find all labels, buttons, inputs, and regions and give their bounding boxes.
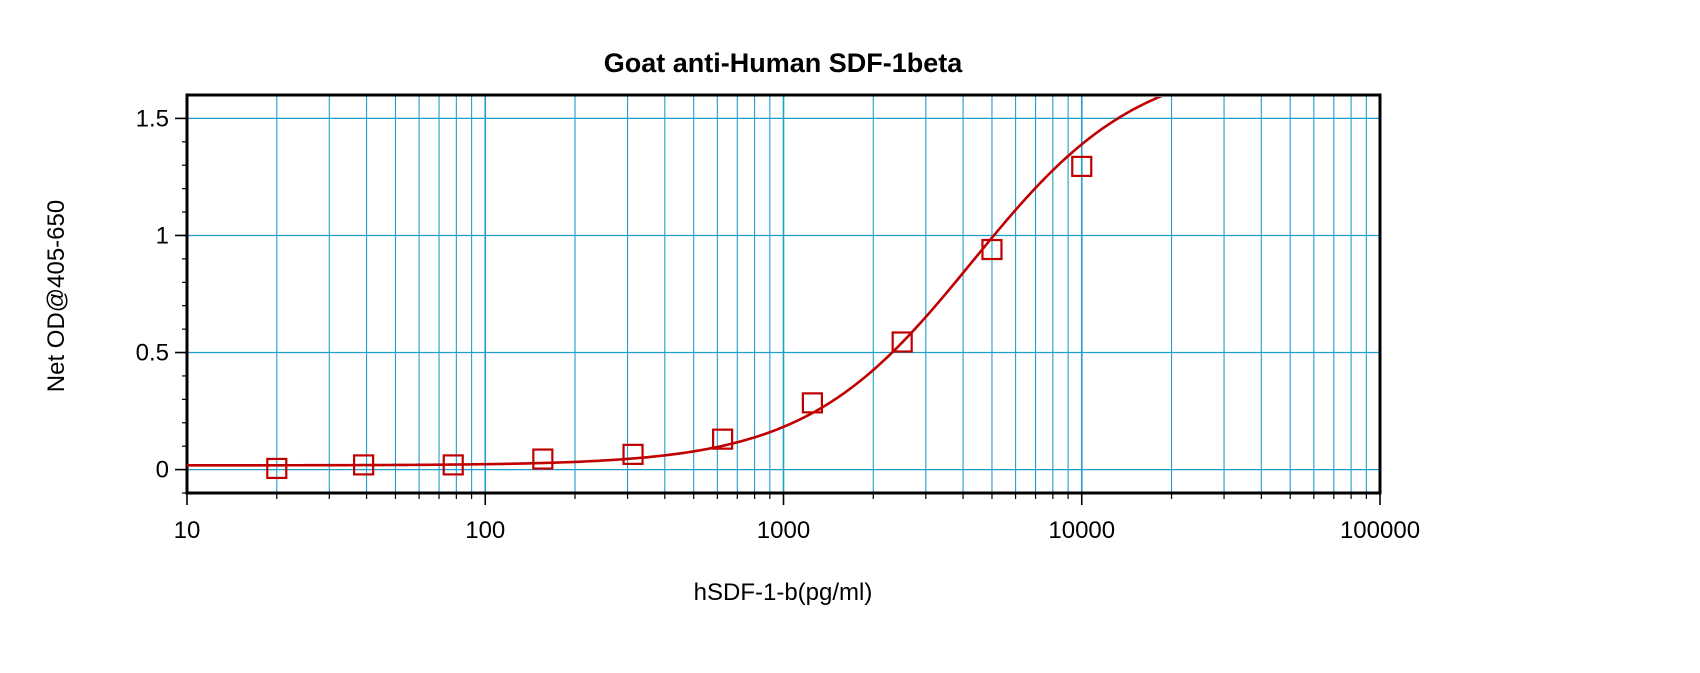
y-tick-label: 1 (156, 222, 169, 249)
y-axis-label: Net OD@405-650 (43, 200, 70, 392)
data-point (981, 238, 1003, 261)
x-tick-label: 1000 (757, 517, 810, 544)
data-point (712, 428, 734, 450)
data-point (532, 448, 554, 470)
x-tick-label: 10 (174, 517, 201, 544)
y-tick-label: 0.5 (136, 340, 169, 367)
fit-curve (187, 97, 1163, 467)
axes (175, 93, 1382, 505)
data-point (1071, 155, 1093, 178)
tick-labels: 0 0.5 1 1.5 10 100 1000 10000 100000 (136, 105, 1420, 544)
data-point (801, 392, 824, 414)
chart-title: Goat anti-Human SDF-1beta (604, 48, 964, 78)
y-tick-label: 0 (156, 457, 169, 484)
x-tick-label: 100000 (1340, 517, 1420, 544)
y-tick-label: 1.5 (136, 105, 169, 132)
data-point (353, 454, 375, 476)
data-points (266, 155, 1093, 480)
x-tick-label: 100 (465, 517, 505, 544)
gridlines (187, 95, 1380, 493)
x-axis-label: hSDF-1-b(pg/ml) (694, 579, 873, 606)
data-point (622, 443, 644, 465)
x-tick-label: 10000 (1048, 517, 1115, 544)
data-point (266, 457, 288, 480)
data-point (891, 331, 913, 353)
data-point (442, 454, 464, 476)
fit-curve-layer (187, 97, 1163, 467)
